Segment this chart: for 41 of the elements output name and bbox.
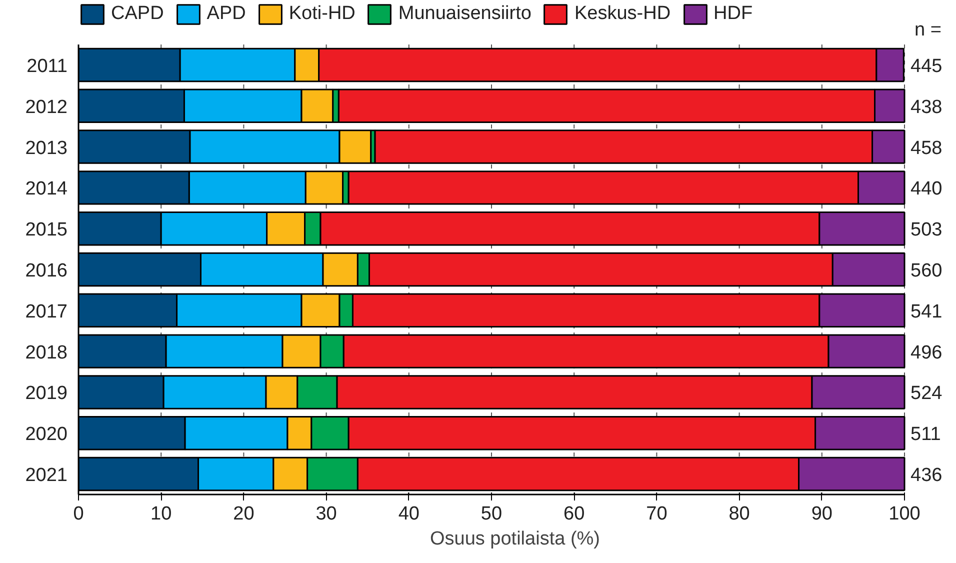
y-tick-label: 2013: [25, 138, 68, 159]
x-tick-label: 60: [564, 504, 585, 524]
legend-label: Munuaisensiirto: [398, 3, 532, 25]
x-tick-label: 80: [728, 504, 750, 524]
legend-label: APD: [206, 3, 246, 25]
x-tick-label: 70: [646, 504, 668, 524]
text: 541: [910, 301, 942, 322]
y-tick-label: 2011: [26, 56, 68, 77]
y-tick-label: 2016: [25, 260, 68, 282]
y-tick-label: 2017: [25, 301, 68, 322]
x-tick-label: 90: [811, 504, 832, 524]
text: 524: [910, 383, 943, 404]
y-tick-label: 2015: [25, 220, 68, 241]
x-tick-label: 40: [398, 504, 420, 524]
x-tick-label: 10: [150, 504, 172, 524]
legend-label: HDF: [714, 3, 753, 25]
y-tick-label: 2014: [25, 178, 68, 200]
legend-label: Koti-HD: [288, 3, 356, 25]
x-tick-label: 100: [888, 504, 920, 524]
y-tick-label: 2018: [25, 342, 68, 364]
text: 560: [910, 260, 942, 282]
y-tick-label: 2021: [25, 465, 68, 486]
x-tick-label: 0: [73, 504, 84, 524]
text: 440: [910, 178, 942, 200]
text: 458: [910, 138, 942, 159]
y-tick-label: 2012: [25, 96, 68, 118]
text: 436: [910, 465, 942, 486]
x-tick-label: 20: [233, 504, 254, 524]
text: n =: [914, 20, 942, 40]
y-tick-label: 2019: [25, 383, 68, 404]
legend-label: CAPD: [111, 3, 164, 25]
x-axis-title: Osuus potilaista (%): [430, 528, 600, 550]
text: 445: [910, 56, 942, 77]
text: 503: [910, 220, 942, 241]
text: 511: [910, 424, 941, 446]
y-tick-label: 2020: [25, 424, 68, 446]
legend-label: Keskus-HD: [574, 3, 671, 25]
x-tick-label: 30: [316, 504, 337, 524]
text: 438: [910, 96, 942, 118]
x-tick-label: 50: [480, 504, 502, 524]
text: 496: [910, 342, 942, 364]
